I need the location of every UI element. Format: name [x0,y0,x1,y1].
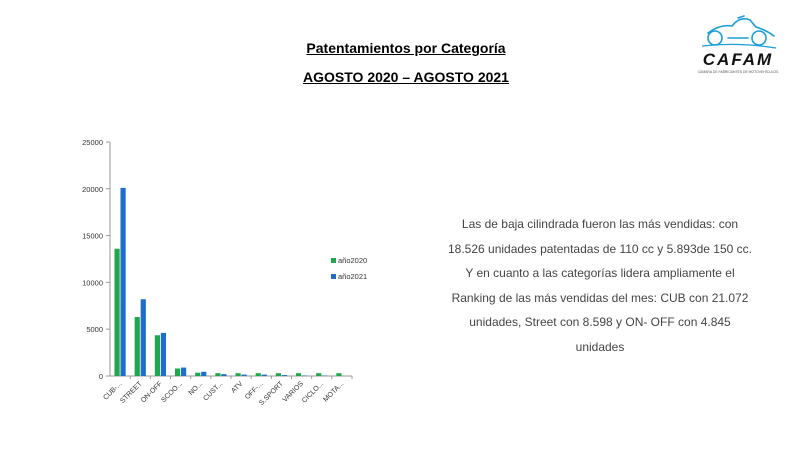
bar-año2021-0 [120,187,126,376]
bar-año2021-4 [201,371,207,376]
y-tick-label: 20000 [82,185,103,194]
logo-tagline: CÁMARA DE FABRICANTES DE MOTOVEHÍCULOS [698,70,779,74]
logo-wordmark: CAFAM [703,50,773,69]
bar-año2020-0 [114,248,120,376]
x-tick-label: SCOO... [160,380,184,404]
y-tick-label: 5000 [86,325,103,334]
bar-año2021-6 [241,374,247,376]
slide-subtitle: AGOSTO 2020 – AGOSTO 2021 [303,69,509,85]
bar-año2021-7 [261,374,267,376]
description-line: Las de baja cilindrada fueron las más ve… [461,217,739,231]
bar-año2020-7 [255,373,261,376]
y-tick-label: 25000 [82,138,103,147]
legend-swatch [331,258,336,263]
y-tick-label: 15000 [82,232,103,241]
bar-año2020-2 [154,335,161,376]
bar-año2021-8 [281,375,288,376]
bar-año2020-9 [295,373,302,376]
bar-año2020-1 [134,317,140,376]
bar-año2020-5 [215,373,221,376]
description-line: unidades [575,339,625,354]
legend-label: año2021 [338,272,367,281]
bar-año2020-10 [316,373,322,376]
x-tick-label: ON-OFF [140,380,164,404]
description-line: Y en cuanto a las categorías lidera ampl… [465,266,735,281]
bar-año2021-5 [221,374,227,376]
bar-año2020-8 [275,373,282,376]
slide-title: Patentamientos por Categoría [306,40,506,56]
x-tick-label: CUST... [202,380,224,402]
x-tick-label: NO... [188,380,205,397]
description-line: 18.526 unidades patentadas de 110 cc y 5… [447,241,752,256]
bar-año2020-4 [195,372,201,376]
x-tick-label: ATV [230,380,244,394]
x-tick-label: MOTA... [322,380,345,403]
bar-año2021-2 [160,332,167,376]
y-tick-label: 10000 [82,278,103,287]
cafam-logo: CAFAM CÁMARA DE FABRICANTES DE MOTOVEHÍC… [698,15,779,74]
bar-año2021-3 [180,367,187,376]
bar-año2021-1 [140,299,146,376]
bar-año2020-6 [235,373,241,376]
bar-año2020-3 [174,368,181,376]
x-tick-label: CICLO... [301,380,325,404]
description-text: Las de baja cilindrada fueron las más ve… [438,212,762,360]
legend-label: año2020 [338,256,367,265]
description-line: unidades, Street con 8.598 y ON- OFF con… [469,315,731,330]
legend-swatch [331,274,336,279]
description-line: Ranking de las más vendidas del mes: CUB… [451,290,749,305]
y-tick-label: 0 [99,372,103,381]
bar-año2020-11 [336,373,342,376]
